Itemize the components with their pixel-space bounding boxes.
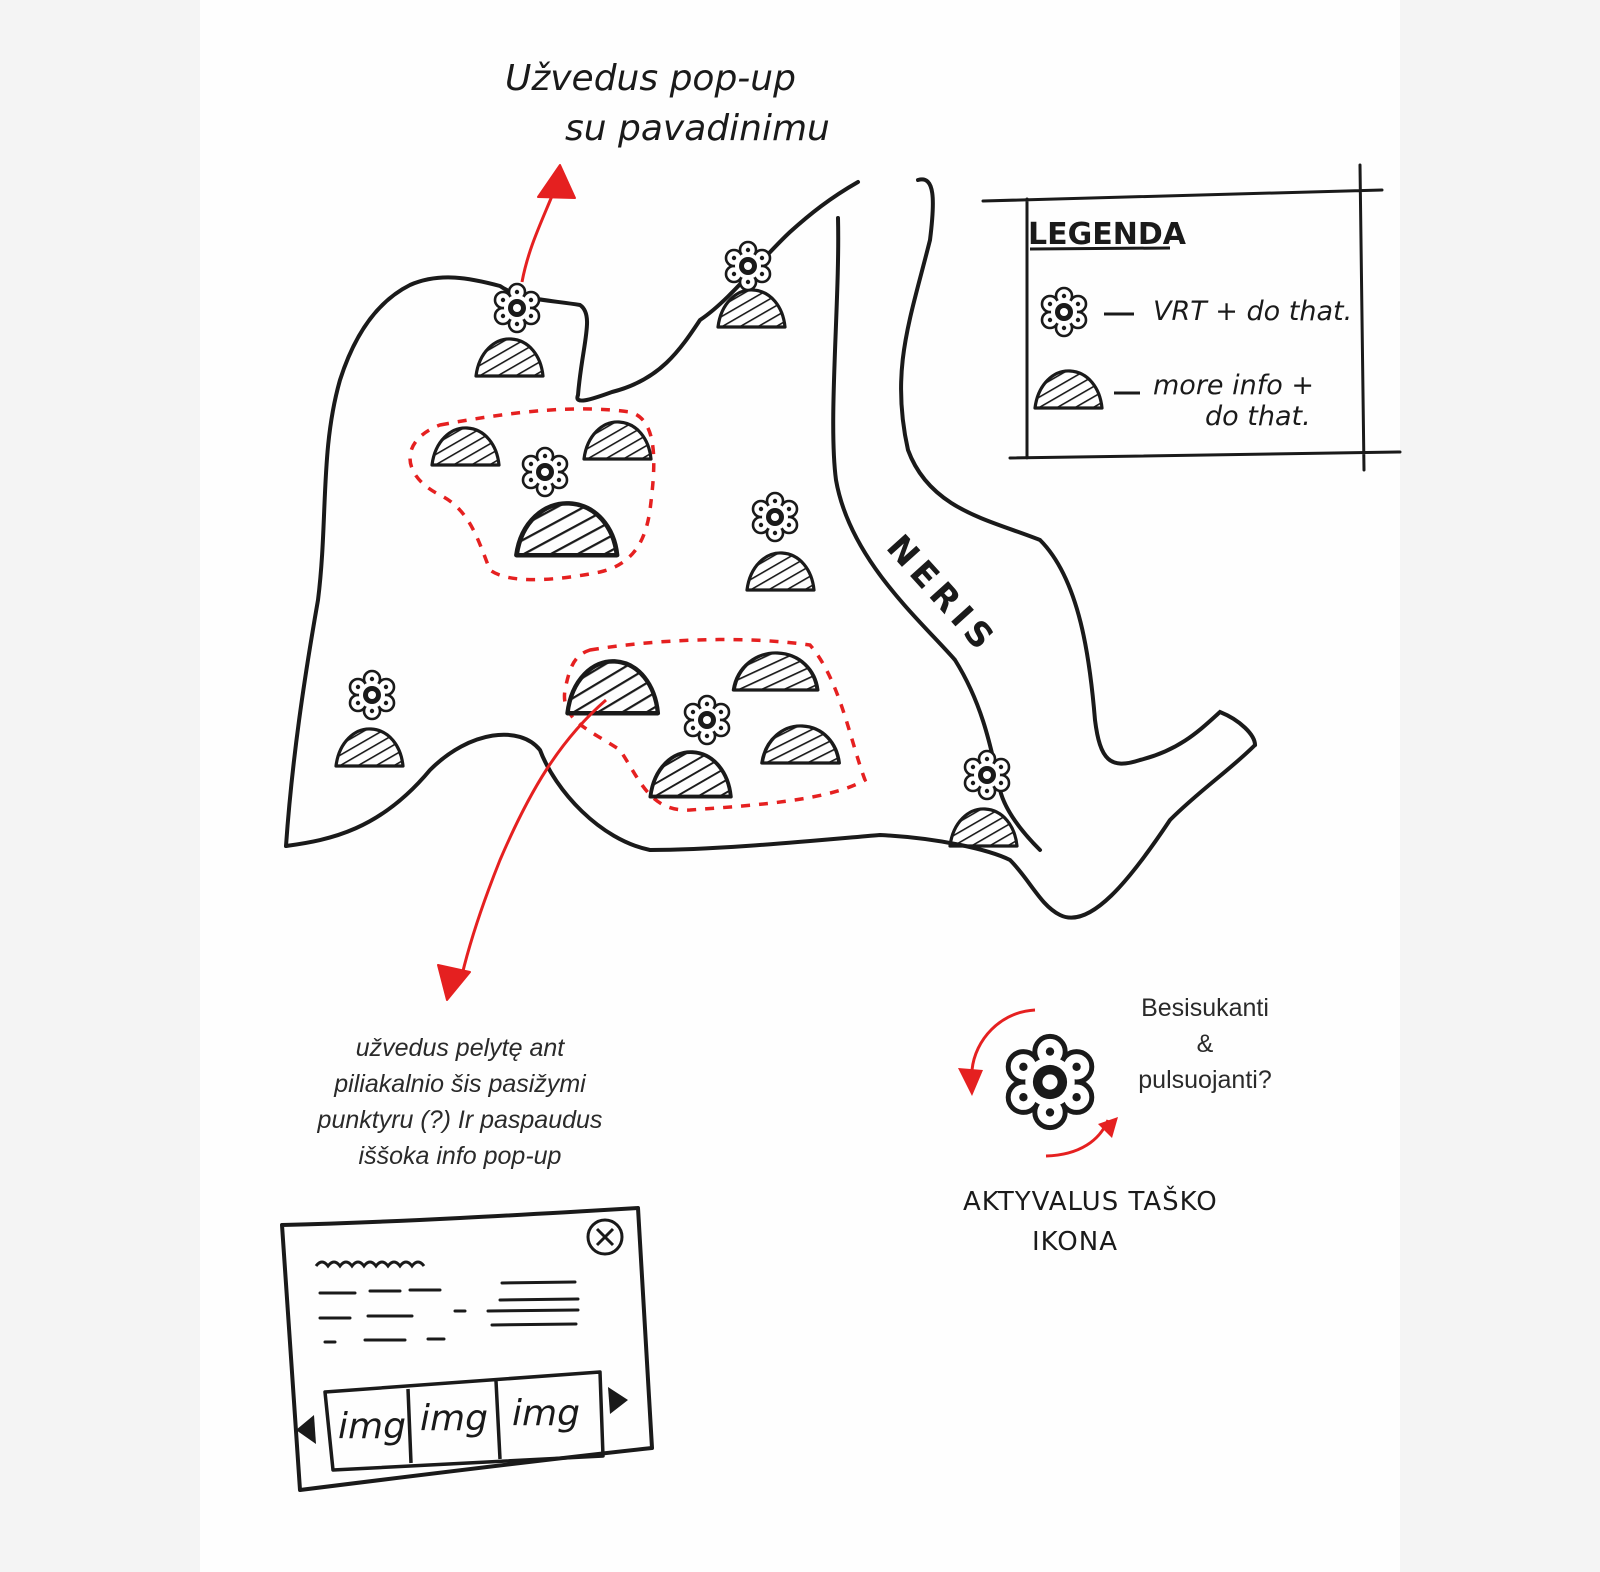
hillfort-icon[interactable] <box>430 426 501 467</box>
active-icon-caption-line2: IKONA <box>1032 1227 1118 1257</box>
flower-point-icon[interactable] <box>963 749 1011 801</box>
flower-point-icon[interactable] <box>348 669 396 721</box>
hillfort-icon[interactable] <box>567 661 657 713</box>
legend-item-label-line2: do that. <box>1205 401 1311 432</box>
hillfort-icon[interactable] <box>517 503 618 555</box>
hover-behaviour-note: užvedus pelytę ant piliakalnio šis pasiž… <box>317 1034 603 1170</box>
river-west-bank <box>831 216 1042 852</box>
carousel-next-icon[interactable] <box>608 1387 628 1414</box>
legend: LEGENDA VRT + do that. more info + do th… <box>981 163 1402 472</box>
arrowhead-down-icon <box>437 964 471 1001</box>
flower-point-icon[interactable] <box>724 240 772 292</box>
hillfort-icon[interactable] <box>474 337 545 378</box>
flower-point-icon <box>1040 286 1088 338</box>
land-outline <box>284 180 860 848</box>
carousel-prev-icon[interactable] <box>296 1415 316 1444</box>
title-popup-note-line2: su pavadinimu <box>565 108 830 149</box>
arrowhead-up-icon <box>537 164 576 199</box>
flower-point-icon[interactable] <box>683 694 731 746</box>
arrow-to-info-popup <box>460 698 607 976</box>
active-point-icon <box>1008 1036 1092 1127</box>
legend-title: LEGENDA <box>1028 217 1187 252</box>
hillfort-icon <box>1033 369 1104 410</box>
carousel-image-label: img <box>338 1406 406 1447</box>
flower-point-icon[interactable] <box>521 446 569 498</box>
info-popup-wireframe: img img img <box>280 1206 654 1492</box>
spin-arrowhead-icon <box>1098 1117 1118 1138</box>
spin-behaviour-note: Besisukanti & pulsuojanti? <box>1138 994 1272 1094</box>
flower-point-icon[interactable] <box>493 282 541 334</box>
arrow-to-title-popup <box>520 195 554 283</box>
hillfort-icon[interactable] <box>745 551 816 592</box>
hillfort-icon[interactable] <box>731 650 820 692</box>
popup-title-scribble <box>314 1260 426 1269</box>
title-popup-note-line1: Užvedus pop-up <box>505 58 796 99</box>
hillfort-icon[interactable] <box>760 724 841 765</box>
hillfort-icon[interactable] <box>948 807 1019 848</box>
flower-point-icon[interactable] <box>751 491 799 543</box>
paper-sheet <box>200 0 1400 1572</box>
land-outline-south <box>284 732 1257 920</box>
hillfort-icon[interactable] <box>648 750 733 799</box>
carousel-image-label: img <box>420 1398 488 1439</box>
hillfort-icon[interactable] <box>334 727 405 768</box>
popup-text-lines <box>318 1280 580 1344</box>
spin-arrowhead-icon <box>958 1068 983 1096</box>
legend-item-label: VRT + do that. <box>1153 296 1352 327</box>
river-east-bank <box>898 177 1257 766</box>
active-icon-caption-line1: AKTYVALUS TAŠKO <box>963 1185 1218 1217</box>
legend-item-label-line1: more info + <box>1153 370 1314 401</box>
hillfort-icon[interactable] <box>582 420 653 461</box>
spin-arrow-icon <box>970 1008 1036 1071</box>
close-icon[interactable] <box>586 1218 624 1256</box>
carousel-image-label: img <box>512 1393 580 1434</box>
image-carousel <box>323 1370 605 1472</box>
hover-outline-north <box>408 407 656 582</box>
